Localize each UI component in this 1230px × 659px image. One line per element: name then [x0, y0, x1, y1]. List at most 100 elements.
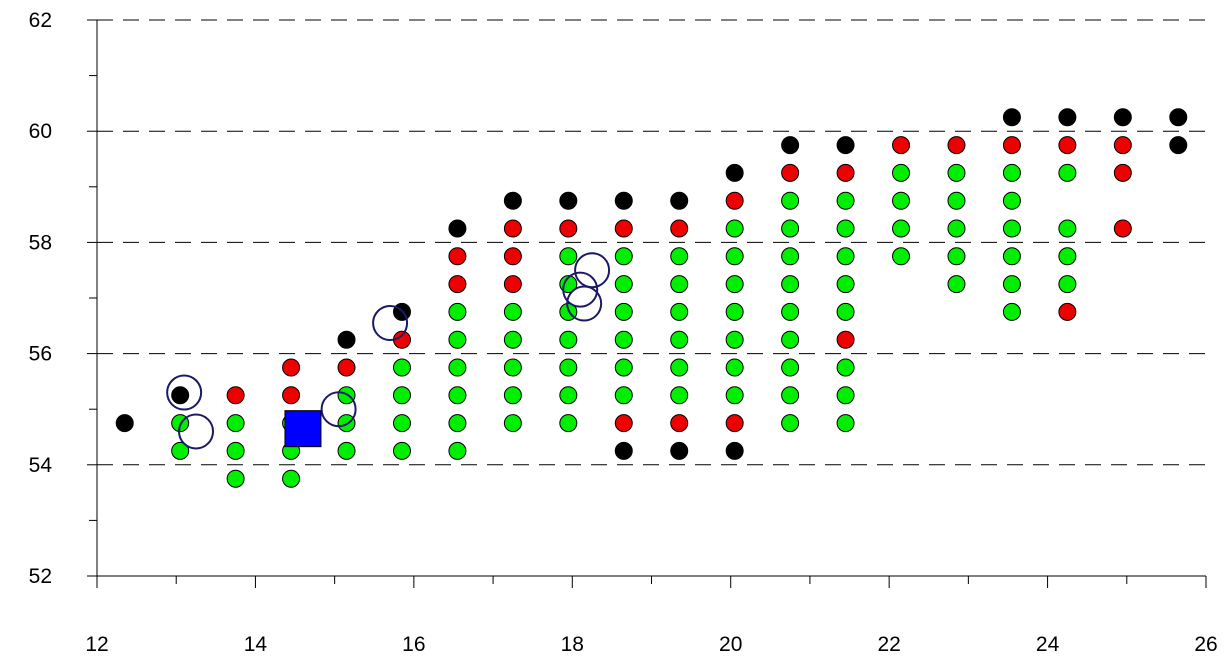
point-green: [781, 247, 800, 266]
point-red: [1113, 163, 1132, 182]
point-black: [1169, 108, 1188, 127]
point-green: [282, 469, 301, 488]
point-green: [392, 414, 411, 433]
point-green: [725, 330, 744, 349]
point-green: [448, 358, 467, 377]
point-red: [614, 414, 633, 433]
point-green: [781, 219, 800, 238]
point-green: [503, 330, 522, 349]
point-green: [503, 302, 522, 321]
point-green: [448, 414, 467, 433]
point-red: [670, 219, 689, 238]
point-green: [1002, 163, 1021, 182]
point-green: [781, 330, 800, 349]
point-red: [448, 247, 467, 266]
point-green: [725, 386, 744, 405]
point-green: [670, 358, 689, 377]
point-green: [670, 386, 689, 405]
point-green: [614, 330, 633, 349]
y-tick-label-60: 60: [29, 120, 52, 143]
point-green: [392, 441, 411, 460]
point-red: [1113, 136, 1132, 155]
point-black: [836, 136, 855, 155]
point-green: [892, 219, 911, 238]
point-red: [614, 219, 633, 238]
x-tick-label-12: 12: [85, 633, 108, 656]
y-tick-label-56: 56: [29, 343, 52, 366]
point-green: [1058, 163, 1077, 182]
point-green: [614, 275, 633, 294]
x-tick-label-16: 16: [402, 633, 425, 656]
point-green: [559, 247, 578, 266]
point-green: [670, 330, 689, 349]
point-red: [337, 358, 356, 377]
point-red: [836, 330, 855, 349]
point-green: [947, 191, 966, 210]
point-green: [1058, 275, 1077, 294]
x-tick-label-18: 18: [561, 633, 584, 656]
x-tick-label-24: 24: [1036, 633, 1060, 656]
open-circle-marker: [566, 285, 603, 322]
point-green: [836, 386, 855, 405]
y-tick-label-52: 52: [29, 565, 52, 588]
point-black: [559, 191, 578, 210]
point-green: [947, 219, 966, 238]
point-black: [781, 136, 800, 155]
point-green: [836, 358, 855, 377]
point-red: [448, 275, 467, 294]
square-marker: [284, 410, 322, 448]
point-green: [836, 275, 855, 294]
point-green: [503, 358, 522, 377]
point-green: [614, 247, 633, 266]
point-green: [836, 247, 855, 266]
point-green: [337, 441, 356, 460]
point-green: [781, 275, 800, 294]
open-circle-marker: [320, 391, 357, 428]
axes: 52 54 56 58 60 62 12 14 16 18 20 22 24 26: [29, 9, 1218, 656]
point-black: [337, 330, 356, 349]
point-black: [171, 386, 190, 405]
point-green: [725, 247, 744, 266]
point-green: [559, 358, 578, 377]
point-green: [725, 275, 744, 294]
point-red: [503, 247, 522, 266]
point-green: [781, 386, 800, 405]
point-green: [392, 358, 411, 377]
point-green: [892, 247, 911, 266]
point-green: [1058, 219, 1077, 238]
open-circle-marker: [372, 305, 409, 342]
point-green: [1002, 247, 1021, 266]
point-green: [836, 302, 855, 321]
point-green: [725, 358, 744, 377]
point-green: [836, 191, 855, 210]
x-tick-label-26: 26: [1194, 633, 1217, 656]
point-green: [614, 358, 633, 377]
point-red: [503, 275, 522, 294]
point-green: [448, 302, 467, 321]
point-black: [670, 441, 689, 460]
point-green: [1002, 219, 1021, 238]
point-green: [725, 219, 744, 238]
point-green: [947, 275, 966, 294]
point-green: [670, 275, 689, 294]
point-green: [670, 247, 689, 266]
point-green: [503, 414, 522, 433]
point-green: [781, 358, 800, 377]
point-red: [282, 358, 301, 377]
open-circle-marker: [574, 252, 611, 289]
point-green: [947, 247, 966, 266]
point-green: [503, 386, 522, 405]
point-red: [725, 414, 744, 433]
y-tick-label-54: 54: [29, 454, 53, 477]
point-black: [670, 191, 689, 210]
point-black: [115, 414, 134, 433]
point-green: [226, 414, 245, 433]
point-green: [947, 163, 966, 182]
point-green: [171, 441, 190, 460]
point-green: [781, 414, 800, 433]
point-green: [392, 386, 411, 405]
point-green: [836, 219, 855, 238]
point-green: [614, 386, 633, 405]
point-green: [448, 441, 467, 460]
